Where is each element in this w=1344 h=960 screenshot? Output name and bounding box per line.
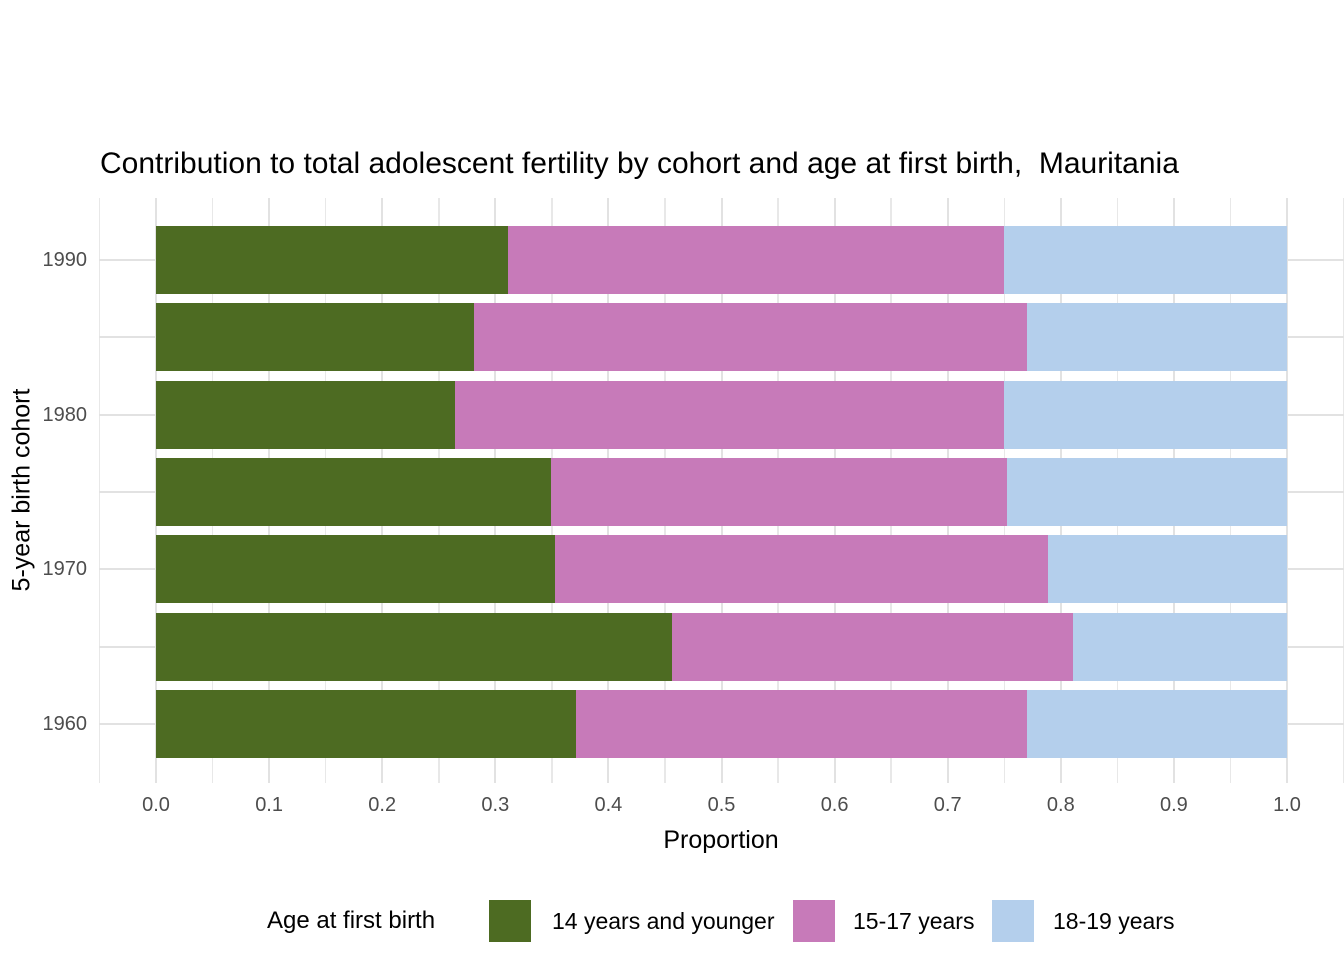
bar-row-1960	[156, 690, 1287, 758]
x-tick-label: 0.7	[933, 794, 962, 816]
x-tick-label: 0.6	[820, 794, 849, 816]
bar-segment-1975-15-17-years	[550, 458, 1007, 526]
x-tick-label: 0.1	[255, 794, 283, 816]
plot-panel	[99, 198, 1344, 783]
bar-segment-1960-15-17-years	[575, 690, 1027, 758]
bar-row-1975	[156, 458, 1287, 526]
bar-segment-1985-14-years-and-younger	[156, 303, 474, 372]
bar-segment-1980-15-17-years	[454, 380, 1005, 449]
gridline-x-major	[1286, 198, 1288, 783]
x-tick-label: 0.8	[1046, 794, 1075, 816]
bar-segment-1985-18-19-years	[1026, 303, 1287, 372]
legend-label-14-years-and-younger: 14 years and younger	[552, 907, 775, 934]
bar-segment-1980-14-years-and-younger	[156, 380, 455, 449]
bar-row-1980	[156, 380, 1287, 449]
gridline-x-minor	[99, 198, 101, 783]
y-tick-label: 1990	[42, 249, 88, 271]
legend-key-14-years-and-younger	[489, 900, 531, 942]
bar-segment-1970-15-17-years	[555, 535, 1049, 604]
bar-segment-1990-18-19-years	[1004, 226, 1287, 294]
bar-segment-1965-15-17-years	[671, 612, 1074, 681]
chart-title: Contribution to total adolescent fertili…	[100, 147, 1179, 180]
x-tick-label: 0.5	[707, 794, 736, 816]
y-tick-label: 1960	[42, 713, 88, 735]
bar-segment-1960-14-years-and-younger	[156, 690, 576, 758]
bar-segment-1970-18-19-years	[1048, 535, 1287, 604]
bar-row-1990	[156, 226, 1287, 294]
bar-segment-1990-15-17-years	[507, 226, 1005, 294]
y-tick-label: 1970	[42, 558, 88, 581]
legend-label-18-19-years: 18-19 years	[1053, 907, 1175, 934]
bar-row-1965	[156, 612, 1287, 681]
x-tick-label: 1.0	[1273, 794, 1301, 816]
x-tick-label: 0.3	[481, 794, 510, 816]
x-tick-label: 0.2	[368, 794, 397, 816]
legend-label-15-17-years: 15-17 years	[853, 907, 975, 934]
bar-segment-1985-15-17-years	[473, 303, 1027, 372]
bar-segment-1965-18-19-years	[1073, 612, 1287, 681]
y-tick-label: 1980	[42, 403, 88, 426]
legend-key-18-19-years	[992, 900, 1034, 942]
bar-segment-1980-18-19-years	[1004, 380, 1287, 449]
bar-segment-1975-18-19-years	[1006, 458, 1287, 526]
x-tick-label: 0.0	[142, 794, 170, 816]
bar-segment-1970-14-years-and-younger	[156, 535, 556, 604]
gridline-x-minor	[1342, 198, 1344, 783]
bar-segment-1960-18-19-years	[1026, 690, 1287, 758]
bar-segment-1965-14-years-and-younger	[156, 612, 672, 681]
bar-row-1985	[156, 303, 1287, 372]
x-tick-label: 0.9	[1159, 794, 1188, 816]
bar-row-1970	[156, 535, 1287, 604]
x-tick-label: 0.4	[594, 794, 623, 816]
x-axis-title: Proportion	[663, 826, 779, 854]
legend-key-15-17-years	[793, 900, 835, 942]
bar-segment-1990-14-years-and-younger	[156, 226, 508, 294]
legend-title: Age at first birth	[267, 907, 436, 934]
bar-segment-1975-14-years-and-younger	[156, 458, 551, 526]
